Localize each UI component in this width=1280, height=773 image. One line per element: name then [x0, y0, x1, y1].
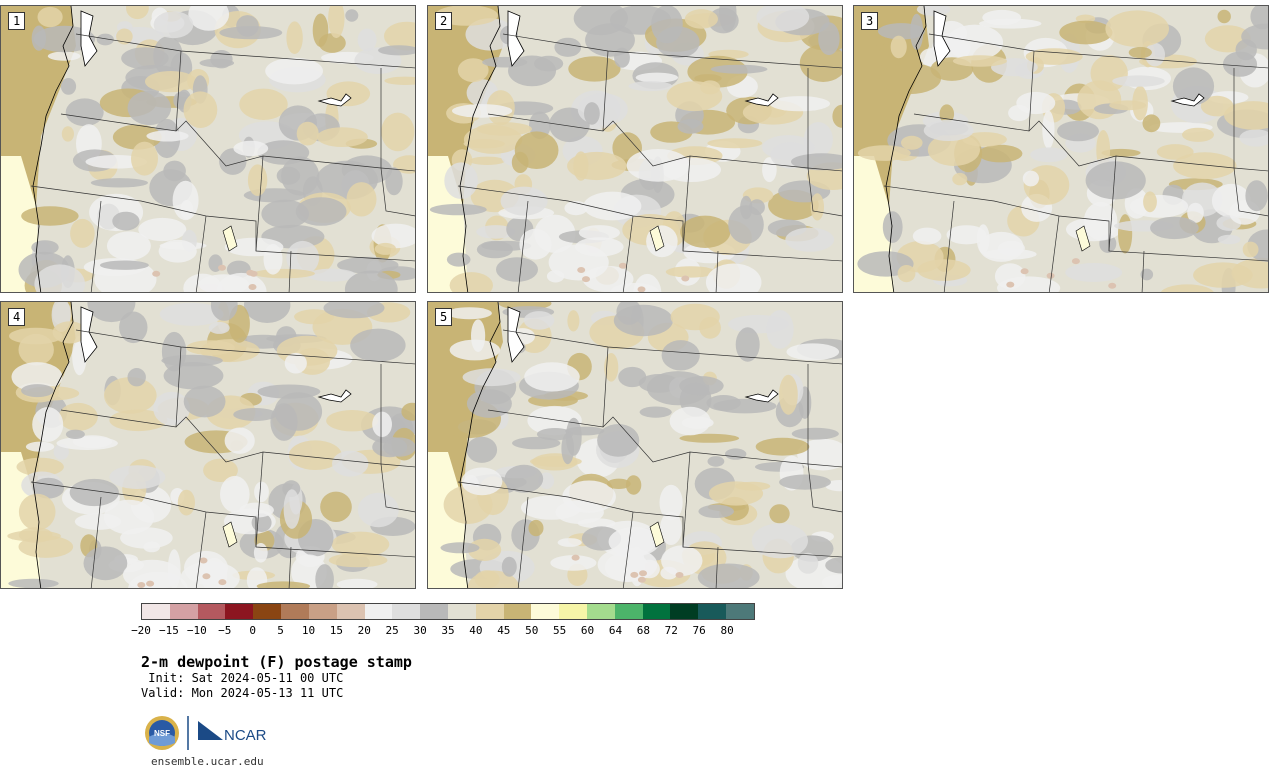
colorbar-swatch [559, 604, 587, 619]
dewpoint-map-2 [428, 6, 842, 292]
colorbar-swatch [475, 604, 504, 619]
dewpoint-map-1 [1, 6, 415, 292]
colorbar-swatch [169, 604, 198, 619]
stamp-panel-1: 1 [0, 5, 416, 293]
colorbar-tick-label: 50 [525, 624, 539, 637]
dewpoint-map-3 [854, 6, 1268, 292]
colorbar-tick-label: 0 [249, 624, 256, 637]
colorbar-tick-label: 55 [553, 624, 567, 637]
colorbar-tick-label: 40 [469, 624, 483, 637]
colorbar-swatch [225, 604, 254, 619]
init-time: Init: Sat 2024-05-11 00 UTC [141, 671, 344, 685]
colorbar-tick-label: 30 [413, 624, 427, 637]
colorbar-tick-label: −10 [186, 624, 207, 637]
colorbar-swatch [447, 604, 476, 619]
colorbar-tick-label: 20 [357, 624, 371, 637]
stamp-panel-2: 2 [427, 5, 843, 293]
panel-label-5: 5 [435, 308, 453, 326]
stamp-panel-4: 4 [0, 301, 416, 589]
colorbar-tick-label: −15 [158, 624, 179, 637]
colorbar-tick-label: 10 [301, 624, 316, 637]
colorbar-tick-label: −20 [131, 624, 151, 637]
colorbar-swatch [142, 604, 170, 619]
valid-time: Valid: Mon 2024-05-13 11 UTC [141, 686, 344, 700]
colorbar-tick-label: 35 [441, 624, 455, 637]
colorbar [141, 603, 755, 620]
colorbar-swatch [698, 604, 727, 619]
colorbar-swatch [392, 604, 421, 619]
colorbar-swatch [197, 604, 226, 619]
panel-label-4: 4 [8, 308, 26, 326]
colorbar-tick-label: 15 [329, 624, 343, 637]
colorbar-tick-label: 72 [664, 624, 678, 637]
colorbar-tick-label: −5 [218, 624, 232, 637]
colorbar-swatch [531, 604, 560, 619]
colorbar-swatch [587, 604, 615, 619]
nsf-ncar-logo: NSF NCAR [145, 716, 267, 750]
panel-label-1: 1 [8, 12, 26, 30]
colorbar-tick-label: 76 [692, 624, 706, 637]
colorbar-tick-label: 80 [720, 624, 734, 637]
panel-label-2: 2 [435, 12, 453, 30]
panel-label-3: 3 [861, 12, 879, 30]
svg-text:NSF: NSF [154, 729, 170, 738]
stamp-panel-3: 3 [853, 5, 1269, 293]
colorbar-swatch [308, 604, 337, 619]
colorbar-swatch [281, 604, 309, 619]
colorbar-ticks: −20 −15 −10 −5 0 5 10 15 20 25 30 35 40 45 50 55 60 64 68 7… [131, 624, 755, 638]
colorbar-swatch [670, 604, 699, 619]
svg-text:NCAR: NCAR [224, 727, 267, 744]
stamp-panel-5: 5 [427, 301, 843, 589]
dewpoint-map-5 [428, 302, 842, 588]
colorbar-swatch [614, 604, 643, 619]
colorbar-tick-label: 64 [608, 624, 623, 637]
figure-title: 2-m dewpoint (F) postage stamp [141, 653, 412, 671]
colorbar-tick-label: 68 [636, 624, 650, 637]
colorbar-swatch [503, 604, 532, 619]
site-url: ensemble.ucar.edu [151, 755, 264, 768]
colorbar-swatch [364, 604, 393, 619]
colorbar-tick-label: 25 [385, 624, 399, 637]
colorbar-swatch [642, 604, 671, 619]
colorbar-tick-label: 5 [277, 624, 284, 637]
colorbar-swatch [336, 604, 365, 619]
colorbar-swatch [420, 604, 448, 619]
colorbar-tick-label: 45 [497, 624, 511, 637]
colorbar-swatch [726, 604, 754, 619]
dewpoint-map-4 [1, 302, 415, 588]
colorbar-swatch [253, 604, 282, 619]
colorbar-tick-label: 60 [580, 624, 595, 637]
